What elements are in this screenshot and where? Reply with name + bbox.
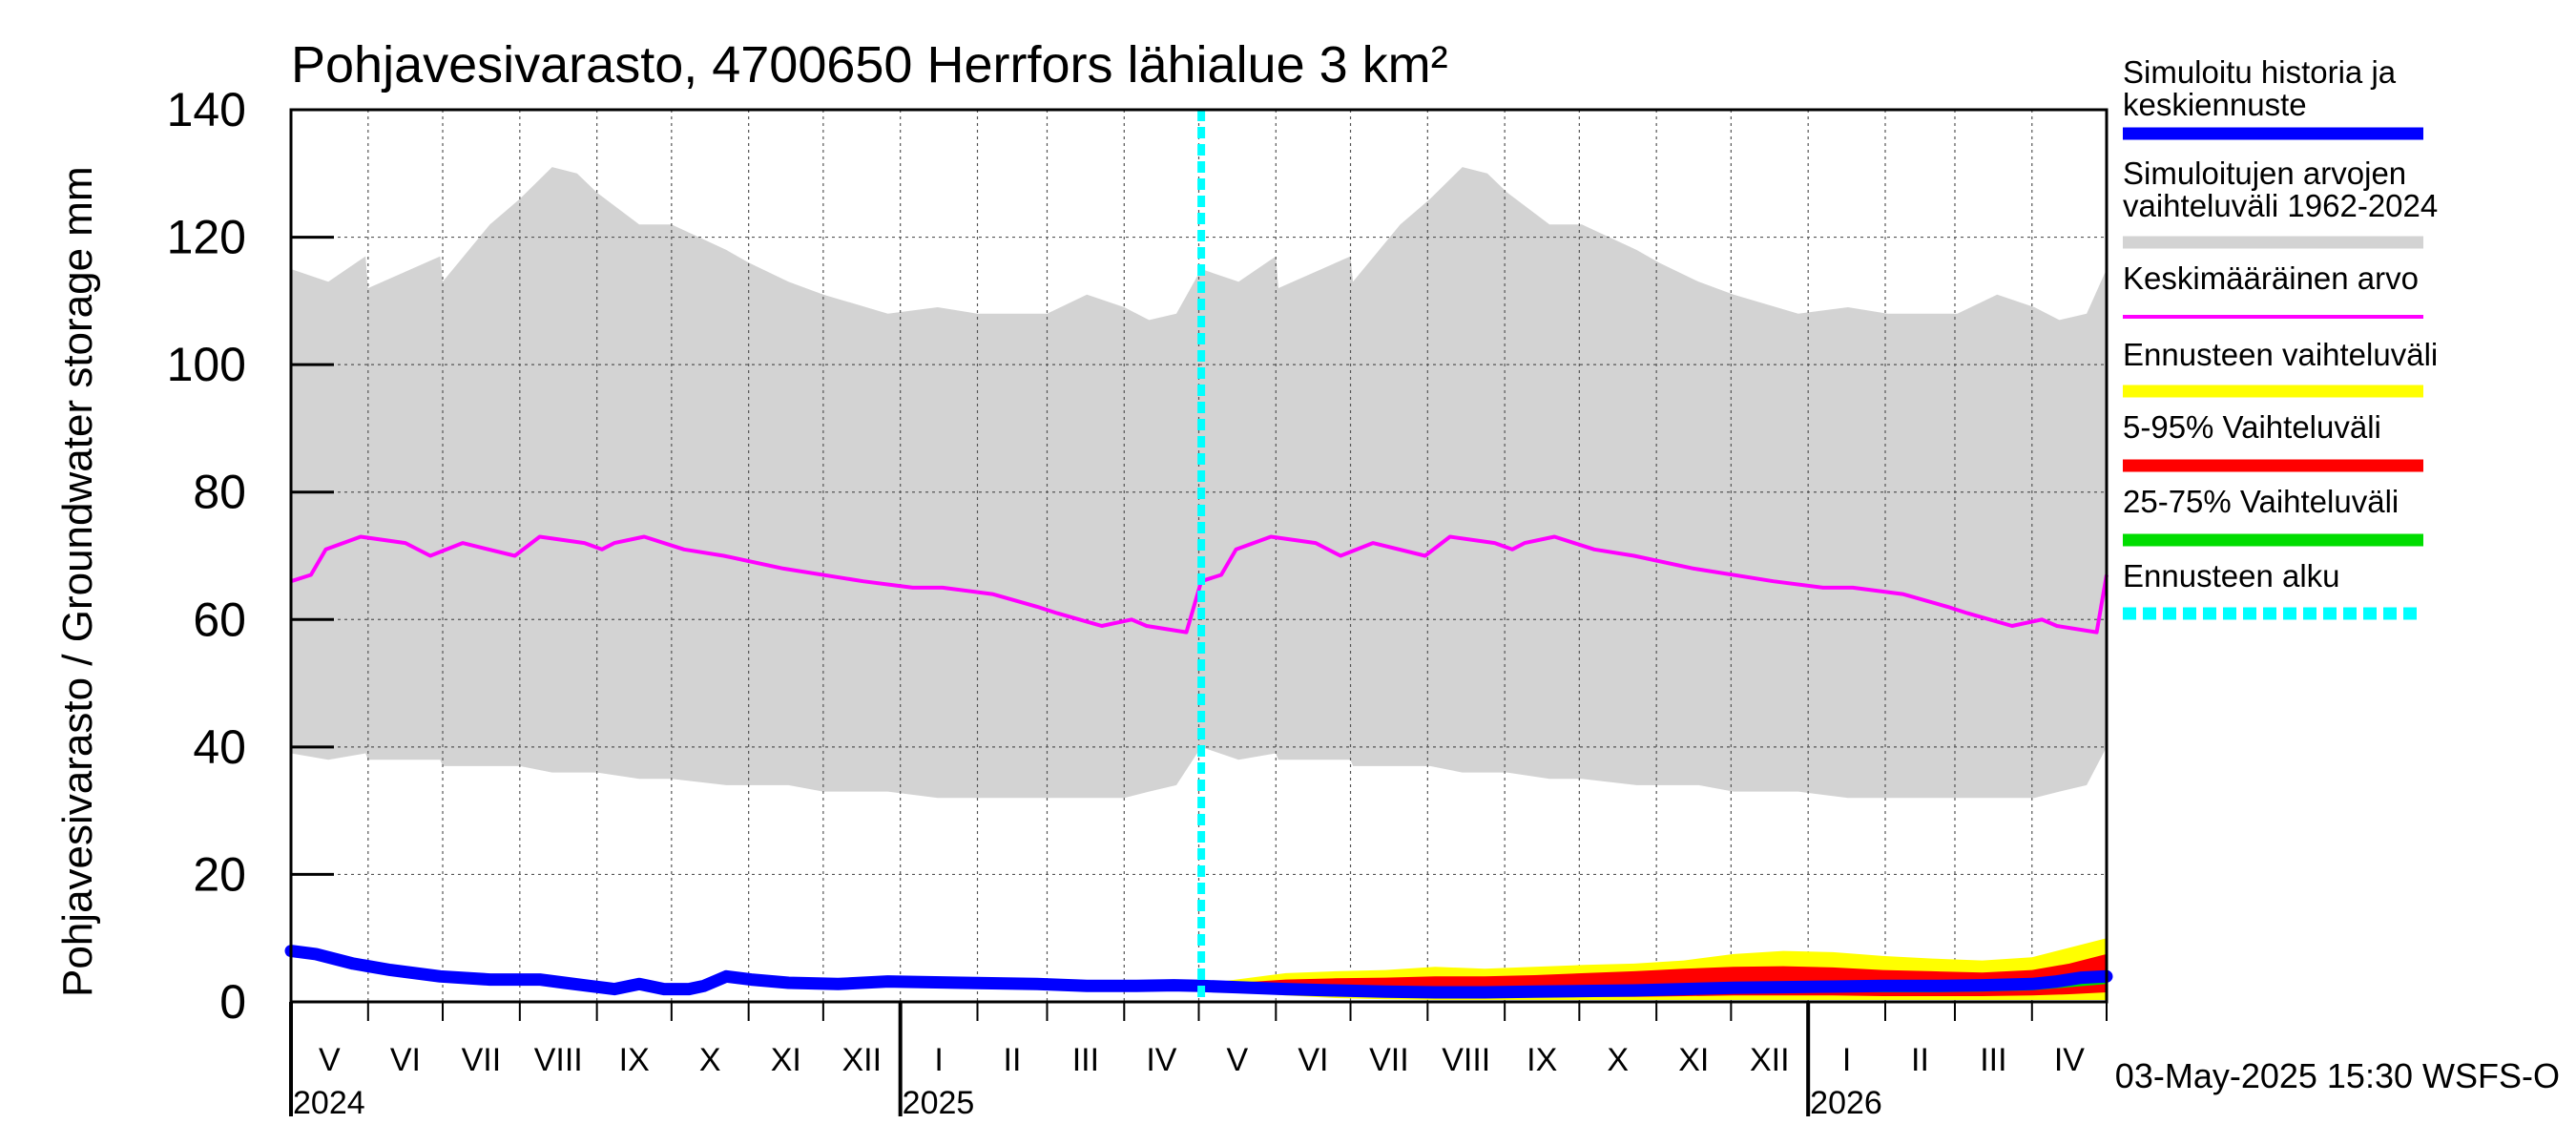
year-label: 2025 (903, 1085, 975, 1121)
month-label: III (1072, 1042, 1099, 1078)
month-label: VII (1369, 1042, 1409, 1078)
month-label: XII (841, 1042, 882, 1078)
month-label: XI (1678, 1042, 1709, 1078)
month-label: VIII (534, 1042, 583, 1078)
month-label: IX (619, 1042, 650, 1078)
timestamp-footer: 03-May-2025 15:30 WSFS-O (2115, 1056, 2560, 1095)
month-label: XII (1750, 1042, 1790, 1078)
month-label: X (699, 1042, 721, 1078)
month-label: I (934, 1042, 943, 1078)
legend-entry: 25-75% Vaihteluväli (2123, 484, 2423, 547)
y-tick-label: 60 (193, 593, 246, 646)
month-label: VII (462, 1042, 502, 1078)
y-tick-label: 40 (193, 720, 246, 774)
plot-area (284, 109, 2113, 1002)
month-label: IV (2054, 1042, 2085, 1078)
y-tick-label: 140 (167, 83, 246, 136)
legend-label: Ennusteen vaihteluväli (2123, 337, 2438, 372)
month-label: XI (771, 1042, 801, 1078)
year-label: 2024 (293, 1085, 365, 1121)
month-label: III (1980, 1042, 2006, 1078)
legend: Simuloitu historia ja keskiennuste Simuloi… (2123, 54, 2438, 620)
month-label: VI (1298, 1042, 1328, 1078)
chart-title: Pohjavesivarasto, 4700650 Herrfors lähia… (291, 36, 1448, 94)
month-label: V (1227, 1042, 1249, 1078)
month-label: V (319, 1042, 341, 1078)
legend-entry: Keskimääräinen arvo (2123, 260, 2423, 319)
legend-label: 25-75% Vaihteluväli (2123, 484, 2399, 519)
y-tick-label: 0 (219, 975, 246, 1029)
legend-label: Ennusteen alku (2123, 558, 2340, 593)
legend-entry: Ennusteen vaihteluväli (2123, 337, 2438, 398)
y-tick-label: 80 (193, 466, 246, 519)
month-label: IX (1527, 1042, 1557, 1078)
legend-label: Simuloitu historia ja keskiennuste (2123, 54, 2397, 122)
legend-entry: 5-95% Vaihteluväli (2123, 409, 2423, 472)
y-tick-label: 100 (167, 338, 246, 391)
month-label: VIII (1442, 1042, 1490, 1078)
month-label: X (1607, 1042, 1629, 1078)
historical-range-band (291, 167, 2107, 799)
month-label: II (1004, 1042, 1022, 1078)
year-label: 2026 (1810, 1085, 1882, 1121)
month-label: I (1842, 1042, 1851, 1078)
legend-label: Keskimääräinen arvo (2123, 260, 2419, 296)
month-label: II (1911, 1042, 1929, 1078)
month-label: VI (390, 1042, 421, 1078)
legend-entry: Simuloitu historia ja keskiennuste (2123, 54, 2423, 140)
y-tick-label: 120 (167, 211, 246, 264)
simulated-history-line (284, 945, 2113, 999)
legend-entry: Ennusteen alku (2123, 558, 2423, 620)
y-axis-label: Pohjavesivarasto / Groundwater storage m… (54, 166, 101, 997)
month-label: IV (1146, 1042, 1176, 1078)
legend-label: Simuloitujen arvojen vaihteluväli 1962-20… (2123, 156, 2438, 223)
y-tick-label: 20 (193, 847, 246, 901)
legend-label: 5-95% Vaihteluväli (2123, 409, 2381, 445)
legend-entry: Simuloitujen arvojen vaihteluväli 1962-20… (2123, 156, 2438, 249)
